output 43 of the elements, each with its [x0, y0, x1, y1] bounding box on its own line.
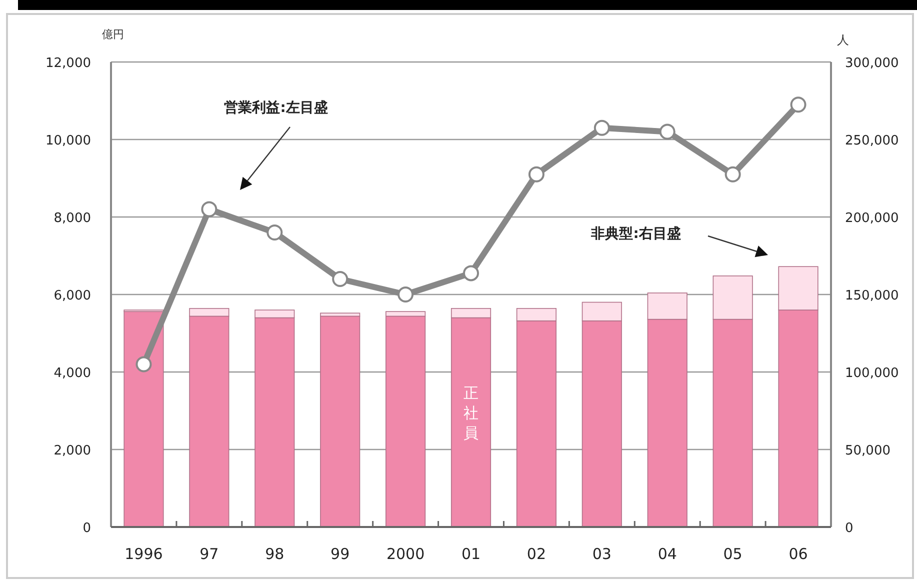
- point: [463, 265, 479, 282]
- x-tick-label: 02: [526, 545, 546, 563]
- y2-tick-label: 250,000: [845, 134, 899, 148]
- y-tick-label: 8,000: [54, 211, 91, 226]
- x-tick-label: 2000: [386, 545, 425, 563]
- point: [136, 356, 152, 372]
- x-tick-label: 97: [200, 545, 219, 563]
- bar: [320, 316, 360, 528]
- x-tick-label: 01: [461, 545, 481, 563]
- y2-tick-label: 300,000: [845, 56, 899, 71]
- x-tick-label: 03: [592, 545, 612, 563]
- point: [201, 201, 218, 218]
- annotation: 非典型:右目盛: [590, 225, 681, 242]
- bar: [124, 311, 164, 528]
- x-tick-label: 05: [723, 545, 742, 563]
- y2-axis-title: 人: [837, 33, 849, 47]
- point: [266, 224, 283, 240]
- x-tick-label: 04: [658, 545, 677, 563]
- y2-tick-label: 200,000: [845, 211, 899, 226]
- point: [332, 271, 348, 287]
- y-tick-label: 6,000: [54, 288, 91, 304]
- point: [398, 286, 414, 302]
- x-tick-label: 1996: [124, 545, 163, 563]
- y2-tick-label: 50,000: [845, 444, 890, 458]
- y2-tick-label: 150,000: [845, 288, 899, 304]
- point: [724, 166, 741, 182]
- series-label: 正社員: [464, 384, 478, 442]
- y2-tick-label: 0: [845, 521, 854, 536]
- point: [528, 166, 544, 182]
- y-tick-label: 12,000: [46, 56, 91, 71]
- y-tick-label: 10,000: [46, 134, 91, 148]
- x-tick-label: 98: [265, 545, 284, 563]
- point: [659, 124, 676, 140]
- y-tick-label: 2,000: [54, 444, 91, 458]
- y-tick-label: 0: [82, 521, 91, 536]
- x-tick-label: 99: [330, 545, 350, 563]
- point: [594, 120, 610, 136]
- y-axis-title: 億円: [102, 28, 124, 41]
- annotation: 営業利益:左目盛: [224, 99, 328, 116]
- y2-tick-label: 100,000: [845, 366, 899, 381]
- x-tick-label: 06: [788, 545, 808, 563]
- point: [790, 96, 806, 113]
- y-tick-label: 4,000: [54, 366, 91, 381]
